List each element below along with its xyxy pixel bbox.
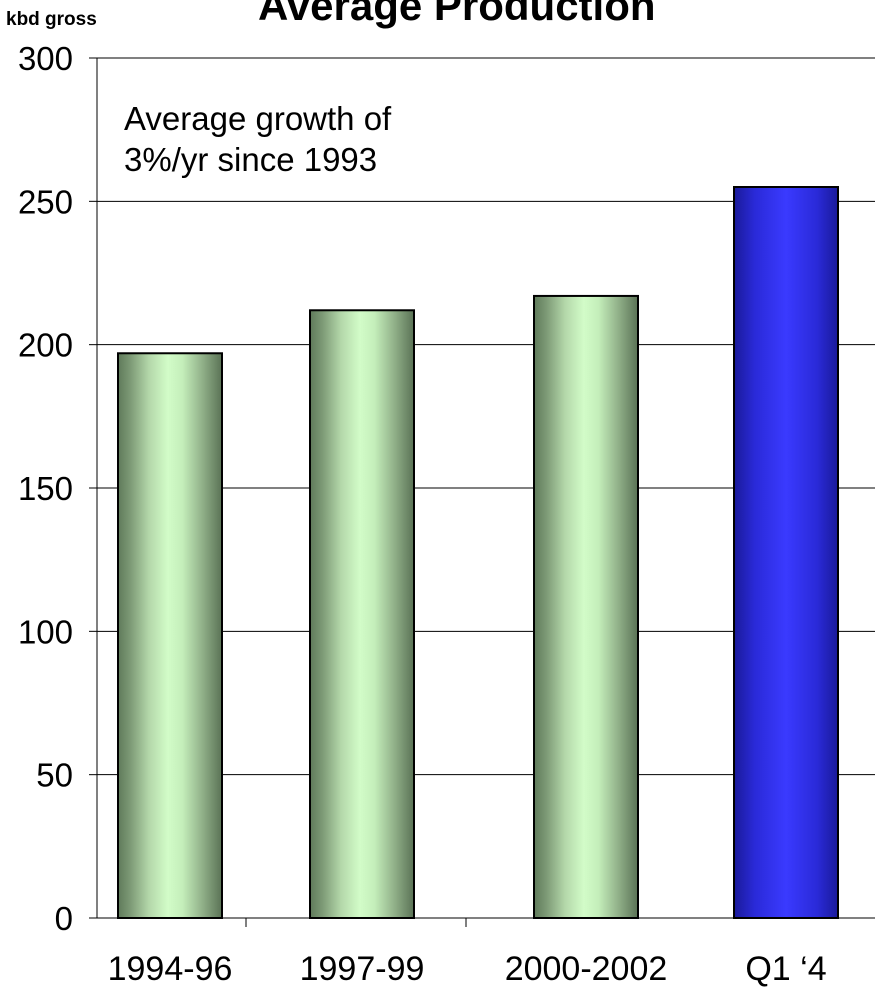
x-tick-label: 1997-99 [300,950,425,988]
y-tick-label: 0 [55,900,73,937]
bar-2 [533,294,639,919]
y-tick-label: 200 [18,327,73,364]
y-axis-label: kbd gross [6,9,97,30]
chart-annotation: Average growth of 3%/yr since 1993 [124,98,391,180]
bar-1 [309,309,415,919]
annotation-line-2: 3%/yr since 1993 [124,141,378,178]
bar-0 [117,352,223,919]
annotation-line-1: Average growth of [124,100,392,137]
bar-3 [733,186,839,919]
y-tick-label: 250 [18,183,73,220]
x-tick-label: 1994-96 [108,950,233,988]
y-tick-label: 150 [18,470,73,507]
y-tick-label: 100 [18,613,73,650]
chart-title: Average Production [258,0,656,29]
x-tick-label: Q1 ‘4 [745,950,826,988]
y-tick-label: 50 [36,757,73,794]
x-tick-label: 2000-2002 [505,950,668,988]
y-tick-label: 300 [18,40,73,77]
